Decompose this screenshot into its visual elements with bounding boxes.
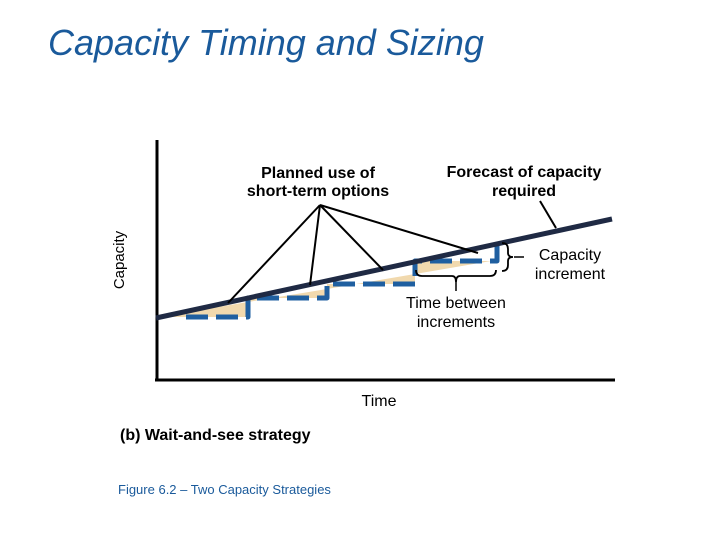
y-axis-label: Capacity (111, 230, 128, 289)
forecast-line (155, 216, 613, 321)
forecast-pointer (539, 200, 557, 229)
capacity-increment-label-line-2: increment (535, 266, 606, 283)
planned-use-pointer-4 (319, 204, 479, 254)
capacity-increment-brace (501, 242, 514, 272)
planned-use-label-line-2: short-term options (247, 183, 389, 200)
strategy-caption: (b) Wait-and-see strategy (120, 427, 311, 444)
time-between-label-line-1: Time between (406, 295, 506, 312)
planned-use-label-line-1: Planned use of (261, 165, 375, 182)
planned-use-pointer-1 (227, 204, 321, 304)
time-between-brace (415, 269, 497, 283)
capacity-increment-label-line-1: Capacity (539, 247, 601, 264)
page-title: Capacity Timing and Sizing (48, 22, 484, 63)
forecast-label-line-2: required (492, 183, 556, 200)
time-between-label-line-2: increments (417, 314, 495, 331)
forecast-label-line-1: Forecast of capacity (447, 164, 602, 181)
x-axis-label: Time (362, 393, 397, 410)
planned-use-pointer-2 (309, 204, 321, 286)
figure-caption: Figure 6.2 – Two Capacity Strategies (118, 482, 331, 497)
planned-use-pointer-3 (319, 204, 384, 271)
shortfall-area-4 (415, 260, 497, 274)
capacity-steps (186, 243, 500, 320)
